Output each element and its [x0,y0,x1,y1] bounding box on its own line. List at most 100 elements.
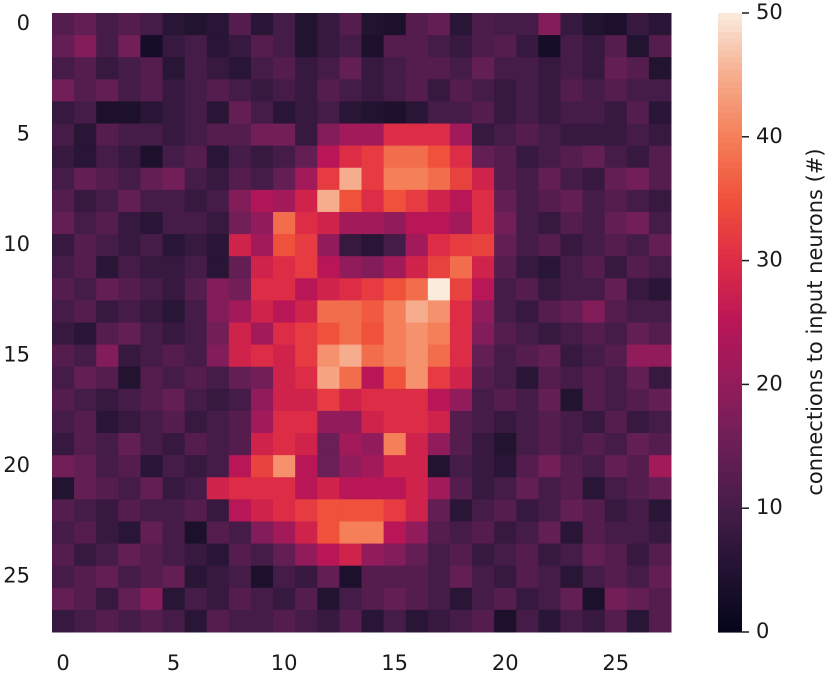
cell [250,587,274,611]
cell [118,322,141,346]
cell [250,79,274,102]
cell [206,211,230,235]
cell [405,35,429,58]
cell [472,278,495,301]
cell [96,145,119,169]
cell [339,410,362,434]
cell [250,388,274,412]
cell [494,521,517,545]
colorbar-segment [718,180,742,187]
cell [472,35,495,58]
colorbar-segment [718,291,742,299]
cell [96,366,119,390]
colorbar-segment [718,13,742,20]
cell [162,234,186,257]
cell [96,344,119,368]
cell [383,322,407,346]
cell [228,565,252,589]
cell [472,57,495,80]
cell [604,565,628,589]
cell [494,211,517,235]
cell [582,189,606,213]
cell [494,300,517,323]
cell [250,256,274,279]
cell [52,123,75,147]
cell [494,609,517,633]
cell [273,521,296,545]
cell [140,587,164,611]
colorbar-label: connections to input neurons (#) [803,148,827,495]
colorbar-segment [718,31,742,39]
cell [427,278,451,301]
cell [405,410,429,434]
colorbar-tick-label: 30 [756,248,783,272]
cell [140,123,164,147]
colorbar-segment [718,446,742,454]
cell [472,322,495,346]
colorbar-segment [718,87,742,95]
cell [206,79,230,102]
cell [427,410,451,434]
cell [361,256,385,279]
cell [74,322,97,346]
cell [118,366,141,390]
cell [273,433,296,456]
cell [295,13,318,36]
cell [184,521,208,545]
cell [206,543,230,567]
y-tick-label: 25 [3,564,30,588]
cell [250,167,274,191]
cell [339,499,362,522]
colorbar-segment [718,186,742,194]
cell [184,278,208,301]
cell [361,145,385,169]
cell [449,344,473,368]
colorbar-segment [718,347,742,355]
cell [626,322,650,346]
cell [295,278,318,301]
cell [648,521,672,545]
cell [52,587,75,611]
cell [250,455,274,478]
cell [582,211,606,235]
cell [449,499,473,522]
cell [516,609,539,633]
colorbar-segment [718,173,742,181]
colorbar-segment [718,563,742,571]
cell [538,278,561,301]
cell [648,609,672,633]
colorbar-segment [718,427,742,435]
cell [295,565,318,589]
cell [604,234,628,257]
cell [405,211,429,235]
cell [538,543,561,567]
cell [538,565,561,589]
cell [184,455,208,478]
cell [449,300,473,323]
cell [538,410,561,434]
colorbar-segment [718,37,742,45]
cell [427,543,451,567]
cell [96,167,119,191]
cell [52,256,75,279]
x-tick-label: 25 [602,651,629,675]
cell [472,521,495,545]
cell [96,35,119,58]
cell [560,145,584,169]
cell [273,344,296,368]
cell [317,123,340,147]
cell [184,587,208,611]
colorbar-segment [718,105,742,113]
colorbar-segment [718,56,742,64]
cell [140,521,164,545]
cell [560,79,584,102]
cell [604,278,628,301]
cell [317,189,340,213]
cell [184,388,208,412]
cell [560,366,584,390]
cell [648,123,672,147]
cell [140,300,164,323]
cell [538,79,561,102]
cell [118,565,141,589]
cell [427,366,451,390]
